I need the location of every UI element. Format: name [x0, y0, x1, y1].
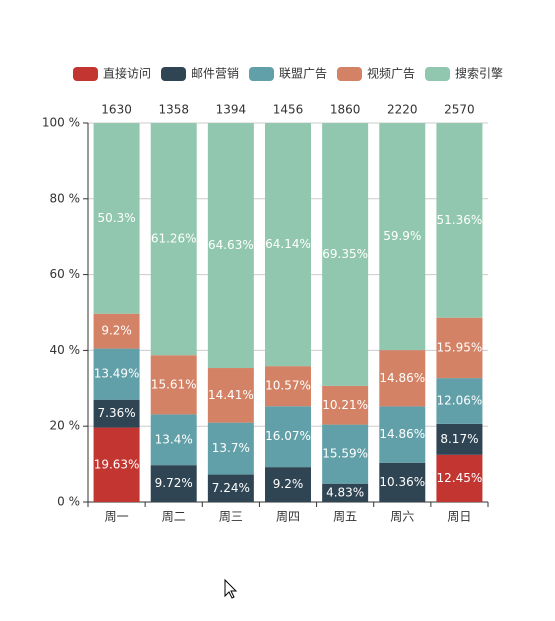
data-label: 61.26%	[151, 232, 197, 246]
legend-label: 邮件营销	[191, 67, 239, 81]
bar-segment	[265, 366, 311, 407]
bar-segment	[436, 317, 483, 379]
x-tick-label: 周日	[447, 510, 471, 524]
bar-segment	[379, 406, 426, 463]
total-label: 2570	[444, 103, 475, 117]
bar-segment	[436, 423, 483, 455]
data-label: 59.9%	[383, 229, 421, 243]
bar-segment	[265, 406, 311, 468]
data-label: 13.49%	[94, 367, 140, 381]
data-label: 10.21%	[322, 398, 368, 412]
data-label: 9.2%	[273, 477, 304, 491]
data-label: 15.95%	[437, 340, 483, 354]
data-label: 14.86%	[379, 371, 425, 385]
x-tick-label: 周四	[276, 510, 300, 524]
bar-segment	[93, 348, 140, 400]
data-label: 9.72%	[155, 476, 193, 490]
y-tick-label: 0 %	[57, 495, 80, 509]
data-label: 7.24%	[212, 481, 250, 495]
bar-segment	[207, 368, 254, 423]
y-tick-label: 40 %	[50, 343, 81, 357]
data-label: 14.86%	[379, 427, 425, 441]
data-label: 10.36%	[379, 475, 425, 489]
bar-segment	[265, 467, 311, 502]
data-label: 16.07%	[265, 429, 311, 443]
bar-segment	[379, 350, 426, 407]
data-label: 7.36%	[98, 406, 136, 420]
data-label: 15.61%	[151, 377, 197, 391]
total-label: 1394	[216, 103, 247, 117]
bar-segment	[93, 399, 140, 428]
legend-swatch	[161, 67, 186, 81]
data-label: 64.63%	[208, 238, 254, 252]
total-label: 2220	[387, 103, 418, 117]
bar-segment	[93, 123, 140, 314]
data-label: 69.35%	[322, 247, 368, 261]
bar-segment	[93, 313, 140, 349]
data-label: 12.06%	[437, 393, 483, 407]
bar-segment	[322, 385, 369, 425]
data-label: 13.4%	[155, 432, 193, 446]
bar-segment	[150, 355, 197, 415]
y-tick-label: 20 %	[50, 419, 81, 433]
legend-swatch	[337, 67, 362, 81]
bar-segment	[207, 422, 254, 475]
bar-segment	[150, 465, 197, 502]
bar-segment	[207, 474, 254, 502]
x-tick-label: 周三	[219, 510, 243, 524]
bar-segment	[150, 414, 197, 466]
x-tick-label: 周六	[390, 510, 414, 524]
bar-segment	[322, 424, 369, 484]
legend-swatch	[425, 67, 450, 81]
legend-label: 直接访问	[103, 66, 151, 81]
legend-label: 联盟广告	[279, 67, 327, 81]
legend-label: 视频广告	[367, 66, 415, 81]
x-tick-label: 周一	[105, 510, 129, 524]
data-label: 50.3%	[98, 211, 136, 225]
data-label: 64.14%	[265, 237, 311, 251]
legend-label: 搜索引擎	[455, 66, 503, 81]
x-tick-label: 周五	[333, 510, 357, 524]
data-label: 12.45%	[437, 471, 483, 485]
data-label: 51.36%	[437, 213, 483, 227]
y-tick-label: 80 %	[50, 191, 81, 205]
data-label: 19.63%	[94, 457, 140, 471]
legend-swatch	[249, 67, 274, 81]
data-label: 10.57%	[265, 379, 311, 393]
bar-segment	[93, 427, 140, 502]
bar-segment	[207, 123, 254, 369]
data-label: 15.59%	[322, 447, 368, 461]
data-label: 8.17%	[440, 432, 478, 446]
data-label: 4.83%	[326, 485, 364, 499]
total-label: 1860	[330, 103, 361, 117]
bar-segment	[379, 123, 426, 351]
bar-segment	[322, 123, 369, 386]
bar-segment	[265, 123, 311, 367]
data-label: 14.41%	[208, 388, 254, 402]
data-label: 13.7%	[212, 441, 250, 455]
bar-segment	[379, 462, 426, 502]
total-label: 1456	[273, 103, 304, 117]
bar-segment	[150, 123, 197, 356]
total-label: 1630	[101, 103, 132, 117]
bar-segment	[322, 483, 369, 502]
bar-segment	[436, 123, 483, 318]
bar-segment	[436, 454, 483, 502]
y-tick-label: 100 %	[42, 116, 80, 130]
y-tick-label: 60 %	[50, 267, 81, 281]
legend-swatch	[73, 67, 98, 81]
total-label: 1358	[158, 103, 189, 117]
x-tick-label: 周二	[162, 510, 186, 524]
data-label: 9.2%	[101, 324, 132, 338]
bar-segment	[436, 378, 483, 424]
cursor	[224, 578, 238, 599]
